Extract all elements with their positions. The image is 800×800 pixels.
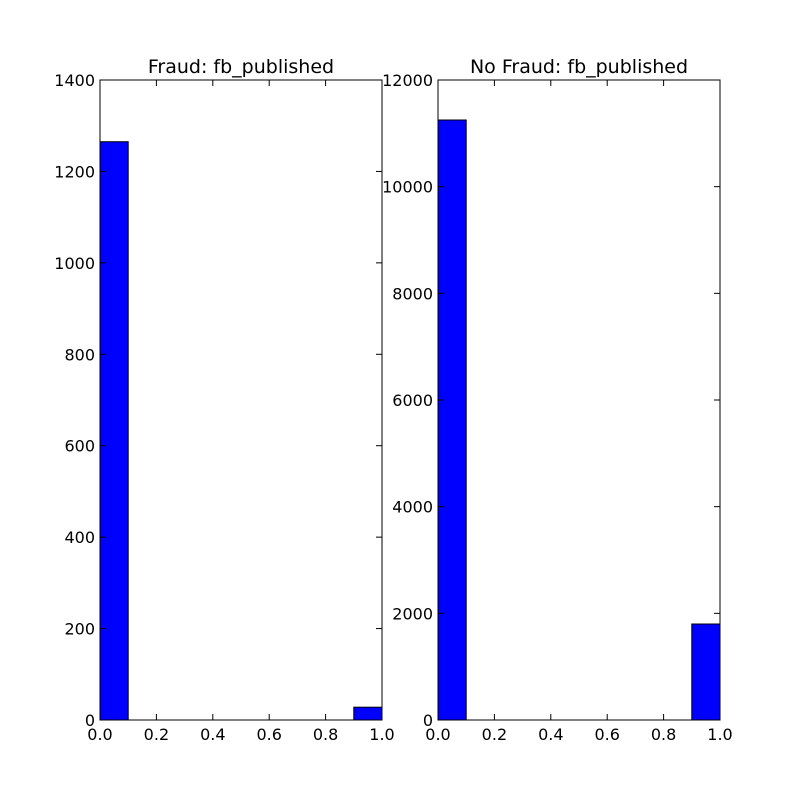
y-tick-label: 1400 xyxy=(54,71,95,90)
y-tick-label: 200 xyxy=(64,620,95,639)
x-tick-label: 0.4 xyxy=(200,725,225,744)
x-tick-label: 0.2 xyxy=(144,725,169,744)
x-tick-label: 0.2 xyxy=(482,725,507,744)
x-tick-label: 0.6 xyxy=(594,725,619,744)
y-tick-label: 1000 xyxy=(54,254,95,273)
y-tick-label: 4000 xyxy=(392,498,433,517)
x-tick-label: 0.4 xyxy=(538,725,563,744)
y-tick-label: 0 xyxy=(85,711,95,730)
y-tick-label: 0 xyxy=(423,711,433,730)
y-tick-label: 6000 xyxy=(392,391,433,410)
y-tick-label: 8000 xyxy=(392,284,433,303)
chart-title: No Fraud: fb_published xyxy=(470,56,688,78)
y-tick-label: 12000 xyxy=(382,71,433,90)
y-tick-label: 2000 xyxy=(392,604,433,623)
y-tick-label: 800 xyxy=(64,345,95,364)
y-tick-label: 400 xyxy=(64,528,95,547)
histogram-bar xyxy=(691,623,721,721)
x-tick-label: 0.8 xyxy=(313,725,338,744)
y-tick-label: 1200 xyxy=(54,162,95,181)
x-tick-label: 1.0 xyxy=(369,725,394,744)
fraud-histogram-panel: Fraud: fb_published 0.0 0.2 0.4 0.6 0.8 1.0 0 2… xyxy=(54,56,394,744)
histogram-bar xyxy=(99,141,129,721)
no-fraud-histogram-panel: No Fraud: fb_published 0.0 0.2 0.4 0.6 0.8 1.… xyxy=(382,56,733,744)
chart-title: Fraud: fb_published xyxy=(148,56,334,78)
x-tick-label: 0.6 xyxy=(256,725,281,744)
histogram-bar xyxy=(353,706,383,721)
y-tick-label: 10000 xyxy=(382,178,433,197)
x-tick-label: 0.8 xyxy=(651,725,676,744)
y-tick-label: 600 xyxy=(64,437,95,456)
x-tick-label: 0.0 xyxy=(87,725,112,744)
x-tick-label: 1.0 xyxy=(707,725,732,744)
x-tick-label: 0.0 xyxy=(425,725,450,744)
plot-frame xyxy=(99,79,383,721)
histogram-bar xyxy=(437,119,467,721)
